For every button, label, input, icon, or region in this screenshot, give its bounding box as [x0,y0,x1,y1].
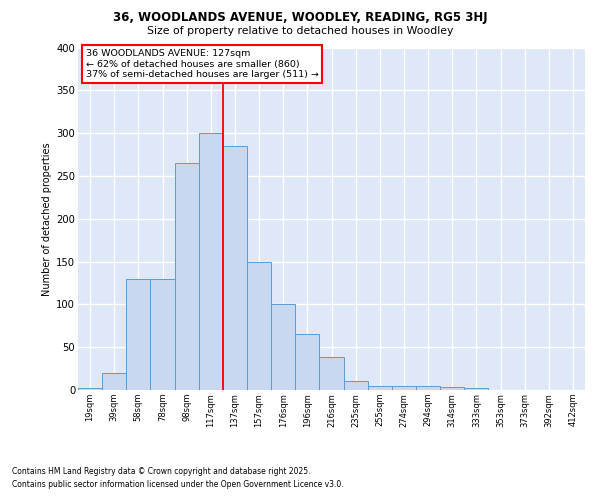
Bar [247,262,271,390]
Bar [416,386,440,390]
Bar [102,373,126,390]
Bar [464,388,488,390]
Bar [368,386,392,390]
Text: 36, WOODLANDS AVENUE, WOODLEY, READING, RG5 3HJ: 36, WOODLANDS AVENUE, WOODLEY, READING, … [113,11,487,24]
Bar [151,278,175,390]
Bar [344,382,368,390]
Bar [223,146,247,390]
Bar [126,278,151,390]
Bar [440,386,464,390]
Y-axis label: Number of detached properties: Number of detached properties [42,142,52,296]
Text: Contains HM Land Registry data © Crown copyright and database right 2025.: Contains HM Land Registry data © Crown c… [12,467,311,476]
Text: Size of property relative to detached houses in Woodley: Size of property relative to detached ho… [147,26,453,36]
Bar [271,304,295,390]
Bar [295,334,319,390]
Bar [199,133,223,390]
Bar [175,163,199,390]
Bar [319,358,344,390]
Bar [392,386,416,390]
Bar [78,388,102,390]
Text: 36 WOODLANDS AVENUE: 127sqm
← 62% of detached houses are smaller (860)
37% of se: 36 WOODLANDS AVENUE: 127sqm ← 62% of det… [86,49,319,79]
Text: Contains public sector information licensed under the Open Government Licence v3: Contains public sector information licen… [12,480,344,489]
